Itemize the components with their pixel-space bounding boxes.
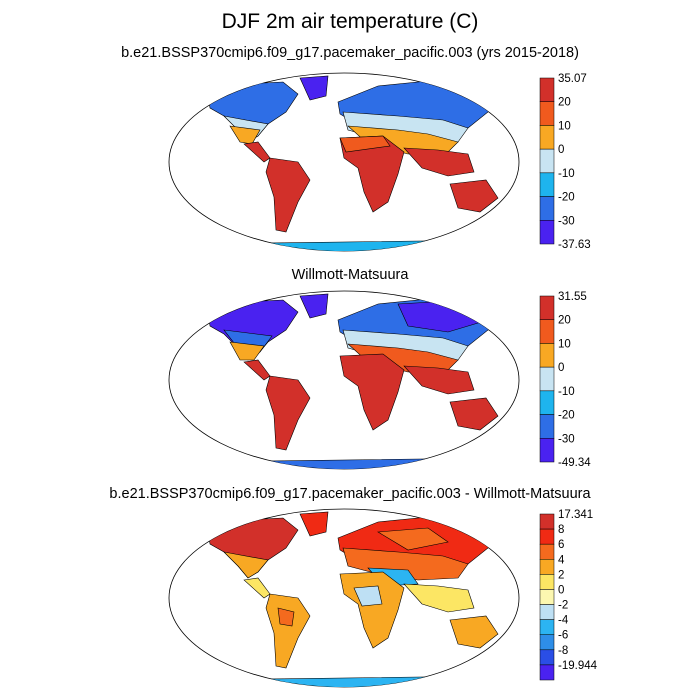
colorbar-swatch (539, 589, 555, 605)
map-obs (168, 290, 520, 470)
colorbar-label: -8 (558, 645, 568, 657)
colorbar-swatch (539, 319, 555, 344)
colorbar-swatch (539, 513, 555, 530)
colorbar-label: -20 (558, 192, 575, 204)
colorbar-label: -2 (558, 600, 568, 612)
colorbar-swatch (539, 438, 555, 463)
colorbar-swatch (539, 619, 555, 635)
colorbar-label: 10 (558, 338, 571, 350)
colorbar-swatch (539, 634, 555, 651)
colorbar-swatch (539, 148, 555, 174)
colorbar-swatch (539, 528, 555, 545)
colorbar-label: -10 (558, 386, 575, 398)
colorbar-label: 0 (558, 584, 564, 596)
colorbar-swatch (539, 196, 555, 221)
colorbar-label: 0 (558, 144, 564, 156)
colorbar-swatch (539, 343, 555, 368)
colorbar-label: -30 (558, 433, 575, 445)
colorbar-label: -6 (558, 630, 568, 642)
colorbar-label: 2 (558, 569, 564, 581)
colorbar-label: -37.63 (558, 239, 591, 251)
colorbar-diff: 17.341 8 6 4 2 0 -2 -4 -6 -8 -19.944 (539, 509, 598, 681)
colorbar-model: 35.07 20 10 0 -10 -20 -30 -37.63 (539, 73, 591, 251)
colorbar-label: 20 (558, 315, 571, 327)
colorbar-swatch (539, 543, 555, 560)
colorbar-label: 31.55 (558, 291, 587, 303)
colorbar-swatch (539, 414, 555, 439)
colorbar-label: 0 (558, 362, 564, 374)
colorbar-label: -19.944 (558, 660, 598, 672)
colorbar-label: 8 (558, 524, 564, 536)
colorbar-swatch (539, 125, 555, 150)
colorbar-label: 10 (558, 120, 571, 132)
colorbar-swatch (539, 220, 555, 245)
colorbar-swatch (539, 295, 555, 320)
colorbar-swatch (539, 664, 555, 681)
colorbar-label: 35.07 (558, 73, 587, 85)
colorbar-label: 17.341 (558, 509, 593, 521)
colorbar-swatch (539, 77, 555, 102)
colorbar-label: -30 (558, 215, 575, 227)
map-model (168, 72, 520, 252)
map-diff (168, 508, 520, 688)
panel-title-obs: Willmott-Matsuura (291, 267, 409, 283)
colorbar-label: -49.34 (558, 457, 591, 469)
colorbar-label: 4 (558, 554, 565, 566)
colorbar-swatch (539, 172, 555, 197)
panel-title-model: b.e21.BSSP370cmip6.f09_g17.pacemaker_pac… (121, 45, 579, 61)
colorbar-swatch (539, 390, 555, 415)
colorbar-label: 20 (558, 97, 571, 109)
figure-title: DJF 2m air temperature (C) (221, 10, 479, 33)
colorbar-swatch (539, 559, 555, 575)
colorbar-swatch (539, 574, 555, 590)
colorbar-label: 6 (558, 539, 564, 551)
colorbar-label: -4 (558, 615, 569, 627)
colorbar-swatch (539, 366, 555, 392)
colorbar-swatch (539, 649, 555, 666)
colorbar-obs: 31.55 20 10 0 -10 -20 -30 -49.34 (539, 291, 591, 469)
colorbar-label: -10 (558, 168, 575, 180)
panel-title-diff: b.e21.BSSP370cmip6.f09_g17.pacemaker_pac… (109, 486, 591, 502)
colorbar-swatch (539, 101, 555, 126)
colorbar-swatch (539, 604, 555, 620)
colorbar-label: -20 (558, 410, 575, 422)
